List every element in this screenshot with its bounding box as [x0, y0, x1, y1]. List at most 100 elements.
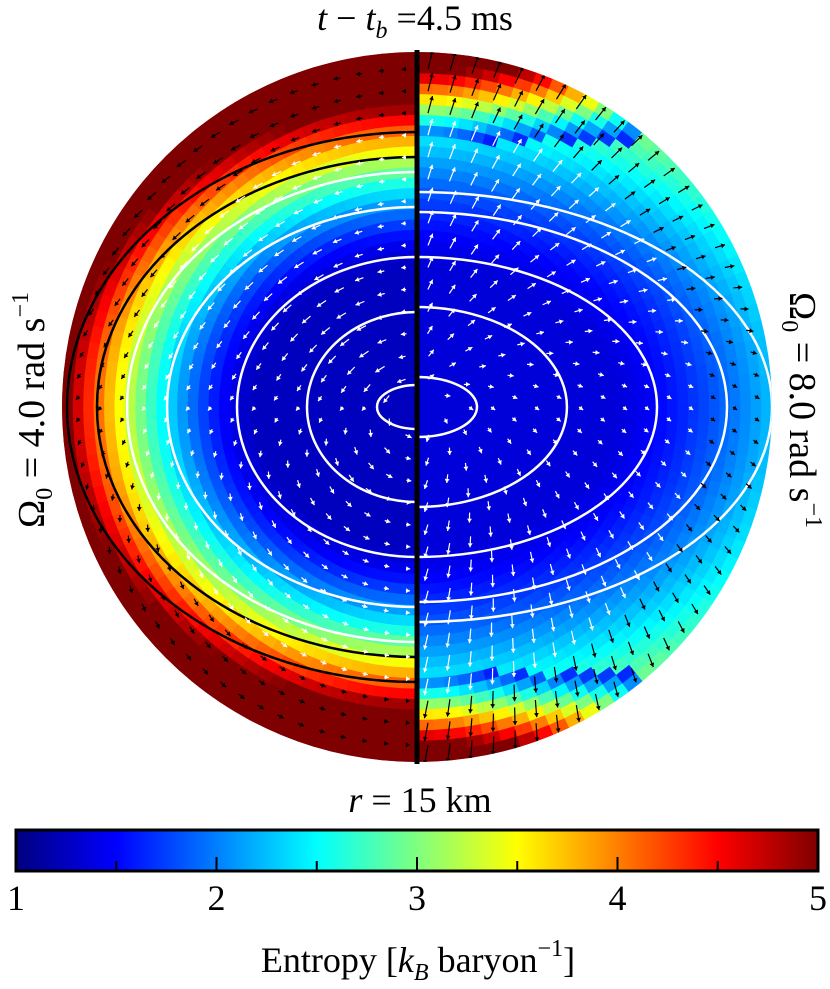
- heatmap-cell: [520, 406, 533, 413]
- heatmap-cell: [219, 377, 232, 389]
- heatmap-cell: [674, 366, 688, 382]
- heatmap-cell: [260, 398, 272, 408]
- heatmap-cell: [390, 135, 405, 148]
- heatmap-cell: [395, 187, 408, 200]
- heatmap-cell: [510, 401, 522, 408]
- heatmap-cell: [364, 747, 384, 761]
- heatmap-cell: [573, 398, 585, 408]
- entropy-disc: [62, 52, 772, 762]
- heatmap-cell: [404, 520, 412, 533]
- heatmap-cell: [199, 363, 213, 377]
- heatmap-cell: [103, 421, 117, 439]
- heatmap-cell: [114, 376, 127, 394]
- heatmap-cell: [376, 664, 392, 678]
- heatmap-cell: [654, 369, 667, 384]
- heatmap-cell: [562, 406, 574, 416]
- heatmap-cell: [427, 635, 441, 648]
- heatmap-cell: [666, 381, 679, 396]
- heatmap-cell: [400, 719, 417, 732]
- heatmap-cell: [382, 178, 396, 191]
- heatmap-cell: [479, 403, 491, 408]
- heatmap-cell: [291, 400, 303, 408]
- heatmap-cell: [399, 750, 417, 762]
- heatmap-cell: [384, 188, 397, 201]
- heatmap-cell: [176, 417, 189, 431]
- heatmap-cell: [186, 395, 199, 408]
- heatmap-cell: [677, 406, 689, 421]
- heatmap-cell: [431, 93, 449, 107]
- heatmap-cell: [433, 52, 453, 65]
- heatmap-cell: [404, 646, 417, 658]
- heatmap-cell: [705, 435, 719, 452]
- heatmap-cell: [429, 540, 439, 553]
- heatmap-cell: [550, 385, 563, 395]
- heatmap-cell: [656, 406, 668, 420]
- heatmap-cell: [634, 417, 647, 430]
- heatmap-cell: [381, 749, 401, 762]
- heatmap-cell: [697, 377, 710, 394]
- heatmap-cell: [530, 394, 543, 402]
- heatmap-cell: [399, 572, 410, 585]
- heatmap-cell: [738, 422, 752, 441]
- heatmap-cell: [82, 422, 96, 441]
- heatmap-cell: [592, 379, 605, 390]
- heatmap-cell: [103, 406, 115, 423]
- heatmap-cell: [260, 391, 272, 401]
- heatmap-cell: [541, 399, 554, 408]
- heatmap-cell: [500, 402, 512, 408]
- heatmap-cell: [676, 419, 689, 434]
- heatmap-cell: [145, 380, 158, 395]
- heatmap-cell: [562, 413, 574, 423]
- heatmap-cell: [728, 374, 741, 392]
- heatmap-cell: [373, 611, 387, 625]
- heatmap-cell: [291, 394, 304, 402]
- heatmap-cell: [113, 391, 126, 408]
- heatmap-cell: [333, 402, 345, 408]
- heatmap-cell: [387, 209, 399, 222]
- heatmap-cell: [695, 363, 709, 380]
- heatmap-cell: [581, 380, 594, 391]
- heatmap-cell: [593, 397, 606, 408]
- heatmap-cell: [155, 381, 168, 396]
- heatmap-cell: [103, 391, 115, 408]
- heatmap-cell: [654, 430, 667, 445]
- heatmap-cell: [207, 396, 220, 408]
- heatmap-cell: [364, 53, 384, 67]
- heatmap-cell: [260, 413, 272, 423]
- heatmap-cell: [719, 391, 731, 408]
- heatmap-cell: [421, 510, 429, 523]
- heatmap-cell: [384, 83, 402, 96]
- heatmap-cell: [432, 718, 450, 731]
- heatmap-cell: [156, 368, 170, 383]
- heatmap-cell: [541, 393, 553, 402]
- heatmap-cell: [445, 105, 462, 119]
- heatmap-cell: [208, 416, 220, 428]
- heatmap-cell: [405, 510, 413, 523]
- heatmap-cell: [145, 406, 157, 421]
- heatmap-cell: [385, 93, 403, 107]
- heatmap-cell: [420, 489, 427, 502]
- heatmap-cell: [281, 393, 293, 402]
- heatmap-cell: [401, 709, 417, 721]
- heatmap-cell: [417, 740, 435, 752]
- heatmap-cell: [218, 387, 231, 399]
- heatmap-cell: [177, 371, 191, 385]
- heatmap-cell: [386, 104, 404, 117]
- heatmap-cell: [312, 396, 324, 403]
- heatmap-cell: [390, 571, 401, 584]
- heatmap-cell: [72, 406, 84, 425]
- heatmap-cell: [582, 414, 595, 425]
- heatmap-cell: [387, 592, 399, 605]
- heatmap-cell: [739, 406, 752, 424]
- heatmap-cell: [401, 698, 417, 711]
- heatmap-cell: [656, 394, 668, 408]
- heatmap-cell: [531, 400, 543, 408]
- heatmap-cell: [424, 562, 434, 575]
- heatmap-cell: [397, 208, 409, 221]
- heatmap-cell: [625, 395, 637, 408]
- heatmap-cell: [625, 406, 637, 419]
- heatmap-cell: [623, 427, 636, 440]
- heatmap-cell: [604, 396, 616, 408]
- heatmap-cell: [398, 218, 409, 231]
- heatmap-cell: [385, 707, 403, 721]
